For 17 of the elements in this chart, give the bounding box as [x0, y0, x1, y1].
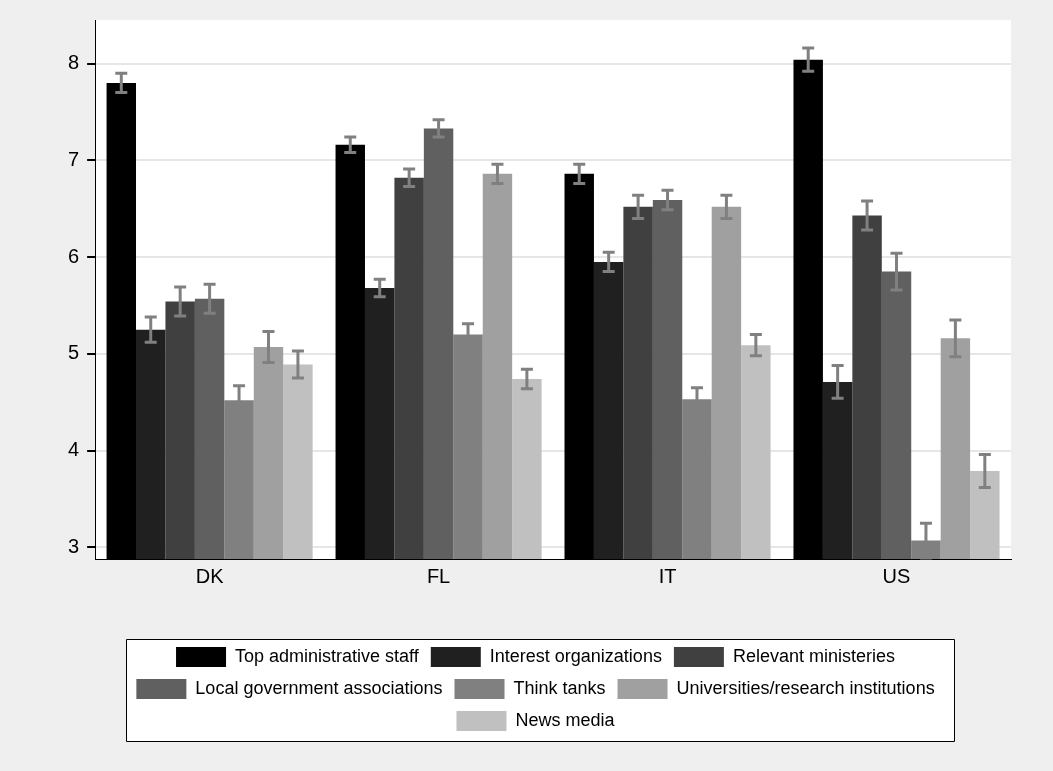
legend-label: News media	[515, 709, 616, 730]
x-tick-label: DK	[195, 564, 225, 587]
y-tick-label: 8	[68, 51, 80, 74]
x-tick-label: IT	[658, 564, 677, 587]
legend-label: Think tanks	[513, 677, 606, 698]
y-tick-label: 3	[68, 534, 80, 557]
legend-label: Top administrative staff	[235, 645, 420, 666]
y-tick-label: 7	[68, 147, 80, 170]
legend-label: Interest organizations	[489, 645, 662, 666]
legend-label: Local government associations	[195, 677, 443, 698]
y-tick-label: 6	[68, 244, 80, 267]
x-tick-label: US	[882, 564, 911, 587]
x-tick-label: FL	[426, 564, 451, 587]
y-tick-label: 4	[68, 438, 80, 461]
legend-label: Universities/research institutions	[676, 677, 935, 698]
y-tick-label: 5	[68, 341, 80, 364]
legend-label: Relevant ministeries	[732, 645, 895, 666]
